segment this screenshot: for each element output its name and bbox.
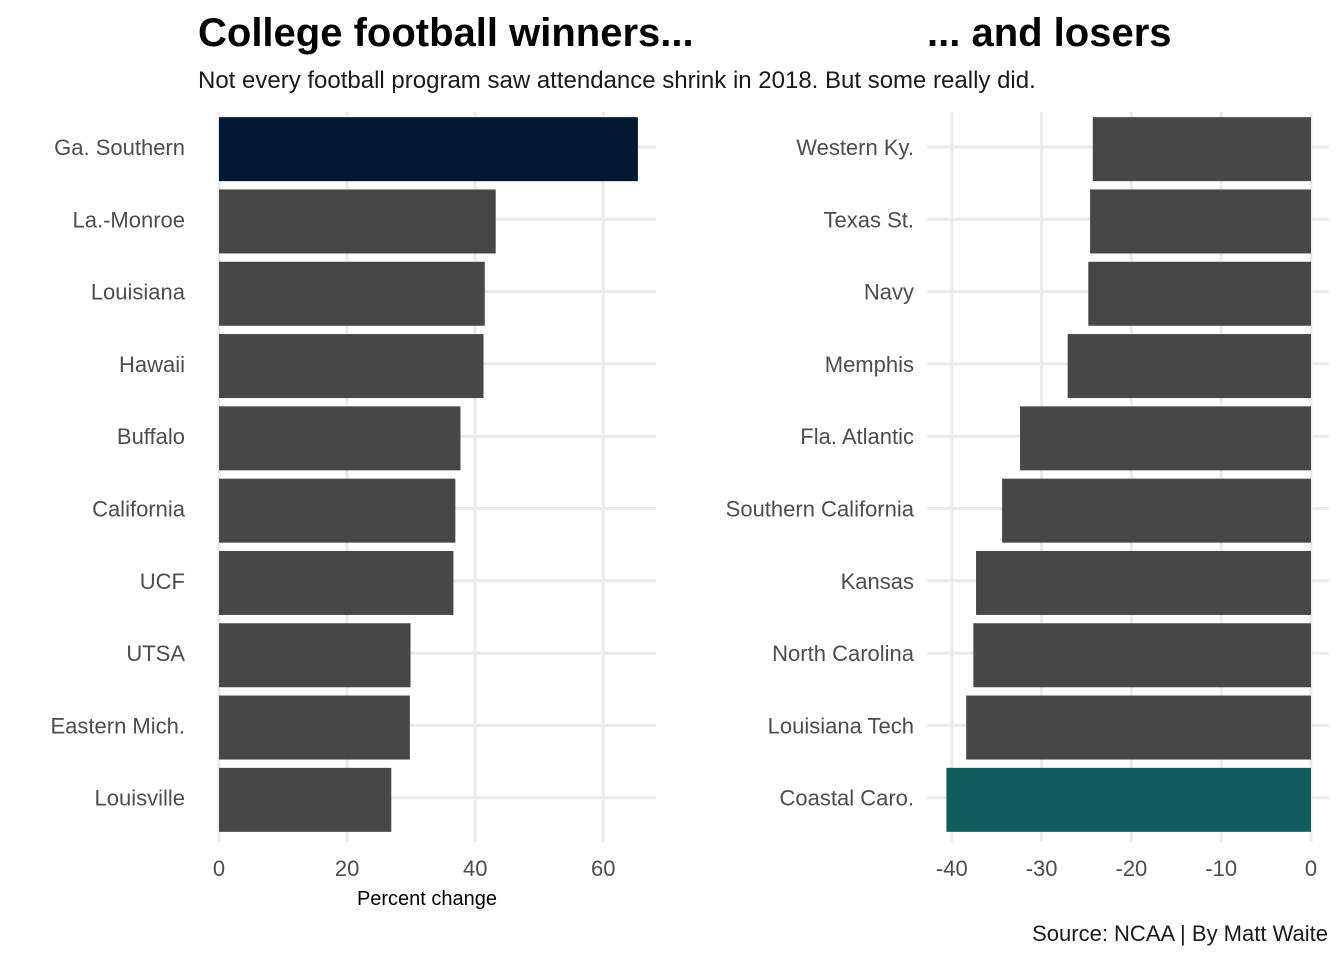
losers-category-label: Memphis [825, 352, 914, 377]
winners-category-label: UCF [140, 569, 185, 594]
losers-category-label: Western Ky. [796, 135, 914, 160]
losers-bar [946, 767, 1311, 832]
losers-x-tick-label: -40 [936, 856, 968, 881]
losers-category-label: North Carolina [772, 641, 915, 666]
winners-x-tick-label: 60 [591, 856, 615, 881]
winners-bar [219, 117, 638, 182]
chart-subtitle: Not every football program saw attendanc… [198, 67, 1036, 94]
winners-bar [219, 189, 496, 254]
losers-bar [973, 623, 1311, 688]
losers-category-label: Southern California [726, 497, 915, 522]
losers-bar [1002, 478, 1311, 543]
losers-category-label: Louisiana Tech [768, 713, 914, 738]
losers-bar [976, 550, 1311, 615]
chart-caption: Source: NCAA | By Matt Waite [1032, 921, 1328, 946]
losers-x-tick-label: -30 [1026, 856, 1058, 881]
losers-panel: -40 -30 -20 -10 0 Western Ky. Texas St. Navy Mem… [726, 112, 1329, 881]
losers-bar [1088, 261, 1311, 326]
winners-bar [219, 550, 454, 615]
losers-bar [1092, 117, 1311, 182]
winners-category-label: Louisville [95, 786, 186, 811]
losers-bar [966, 695, 1311, 760]
losers-category-label: Fla. Atlantic [800, 424, 914, 449]
losers-category-label: Coastal Caro. [779, 786, 914, 811]
winners-category-label: Ga. Southern [54, 135, 185, 160]
winners-bar [219, 695, 410, 760]
winners-category-label: Hawaii [119, 352, 185, 377]
winners-bar [219, 334, 484, 399]
winners-x-tick-label: 20 [335, 856, 359, 881]
losers-category-label: Kansas [841, 569, 914, 594]
winners-category-label: Buffalo [117, 424, 185, 449]
losers-category-label: Navy [864, 280, 914, 305]
winners-category-label: Eastern Mich. [51, 713, 186, 738]
winners-x-tick-label: 40 [463, 856, 487, 881]
winners-x-tick-label: 0 [213, 856, 225, 881]
right-panel-title: ... and losers [927, 11, 1172, 55]
losers-bar [1067, 334, 1311, 399]
losers-x-tick-label: -10 [1205, 856, 1237, 881]
winners-category-label: La.-Monroe [72, 207, 185, 232]
winners-bar [219, 767, 392, 832]
winners-panel: 0 20 40 60 Ga. Southern La.-Monroe Louisiana Ha… [51, 112, 656, 881]
winners-bar [219, 406, 461, 471]
losers-x-tick-label: 0 [1305, 856, 1317, 881]
winners-bar [219, 478, 456, 543]
winners-bar [219, 623, 411, 688]
left-x-axis-title: Percent change [357, 888, 497, 910]
losers-bar [1020, 406, 1311, 471]
losers-x-tick-label: -20 [1116, 856, 1148, 881]
winners-category-label: UTSA [126, 641, 185, 666]
winners-category-label: Louisiana [91, 280, 186, 305]
losers-category-label: Texas St. [824, 207, 914, 232]
winners-category-label: California [92, 497, 186, 522]
losers-bar [1090, 189, 1311, 254]
winners-bar [219, 261, 485, 326]
left-panel-title: College football winners... [198, 11, 694, 55]
